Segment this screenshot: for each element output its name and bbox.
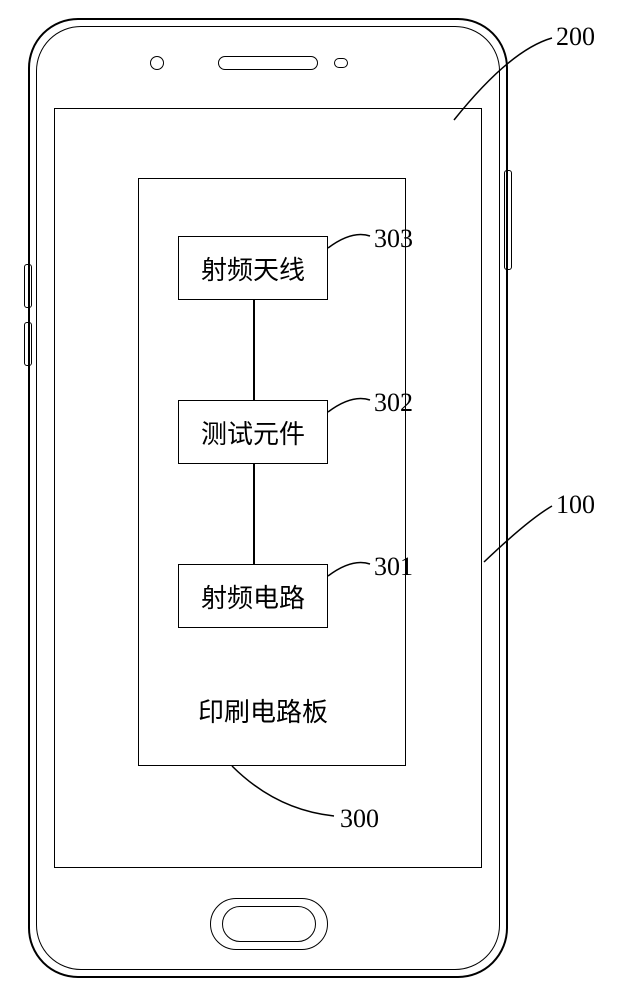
ref-302: 302 — [374, 388, 413, 418]
ref-301: 301 — [374, 552, 413, 582]
leader-lines — [0, 0, 626, 1000]
ref-303: 303 — [374, 224, 413, 254]
ref-200: 200 — [556, 22, 595, 52]
ref-300: 300 — [340, 804, 379, 834]
ref-100: 100 — [556, 490, 595, 520]
